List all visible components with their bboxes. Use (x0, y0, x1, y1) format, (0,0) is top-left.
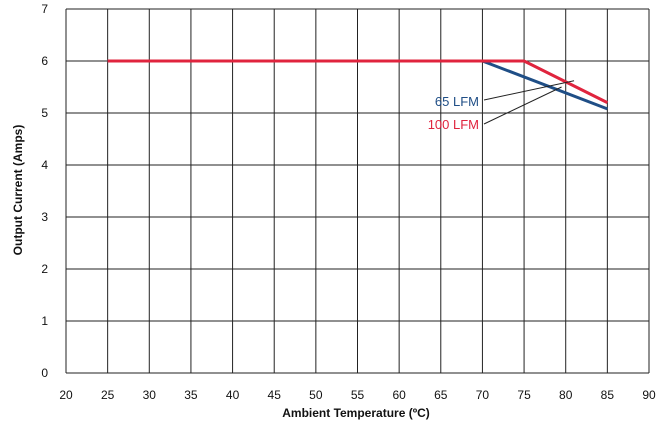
leader-line (483, 86, 562, 125)
x-tick-label: 70 (476, 388, 490, 402)
series-annotations: 65 LFM 100 LFM (428, 80, 575, 132)
grid (65, 8, 650, 374)
series-label-65-lfm: 65 LFM (435, 94, 479, 109)
x-tick-label: 25 (101, 388, 115, 402)
x-tick-label: 85 (601, 388, 615, 402)
y-tick-label: 4 (41, 158, 48, 172)
x-tick-labels: 20 25 30 35 40 45 50 55 60 65 70 75 80 85 90 (59, 388, 656, 402)
x-tick-label: 75 (517, 388, 531, 402)
x-tick-label: 60 (392, 388, 406, 402)
x-tick-label: 55 (351, 388, 365, 402)
y-tick-label: 2 (41, 262, 48, 276)
x-tick-label: 80 (559, 388, 573, 402)
x-tick-label: 50 (309, 388, 323, 402)
x-tick-label: 45 (268, 388, 282, 402)
x-tick-label: 90 (642, 388, 656, 402)
x-axis-title: Ambient Temperature (ºC) (282, 406, 430, 420)
y-axis-title: Output Current (Amps) (11, 125, 25, 256)
x-tick-label: 65 (434, 388, 448, 402)
y-tick-label: 6 (41, 54, 48, 68)
series-line-100-lfm (107, 59, 609, 104)
x-tick-label: 40 (226, 388, 240, 402)
x-tick-label: 30 (143, 388, 157, 402)
x-tick-label: 20 (59, 388, 73, 402)
y-tick-label: 3 (41, 210, 48, 224)
series-label-100-lfm: 100 LFM (428, 117, 479, 132)
y-tick-label: 5 (41, 106, 48, 120)
y-tick-label: 0 (41, 366, 48, 380)
y-tick-labels: 0 1 2 3 4 5 6 7 (41, 2, 48, 380)
x-tick-label: 35 (184, 388, 198, 402)
y-tick-label: 1 (41, 314, 48, 328)
leader-line (483, 80, 575, 101)
y-tick-label: 7 (41, 2, 48, 16)
series-lines (107, 59, 609, 111)
